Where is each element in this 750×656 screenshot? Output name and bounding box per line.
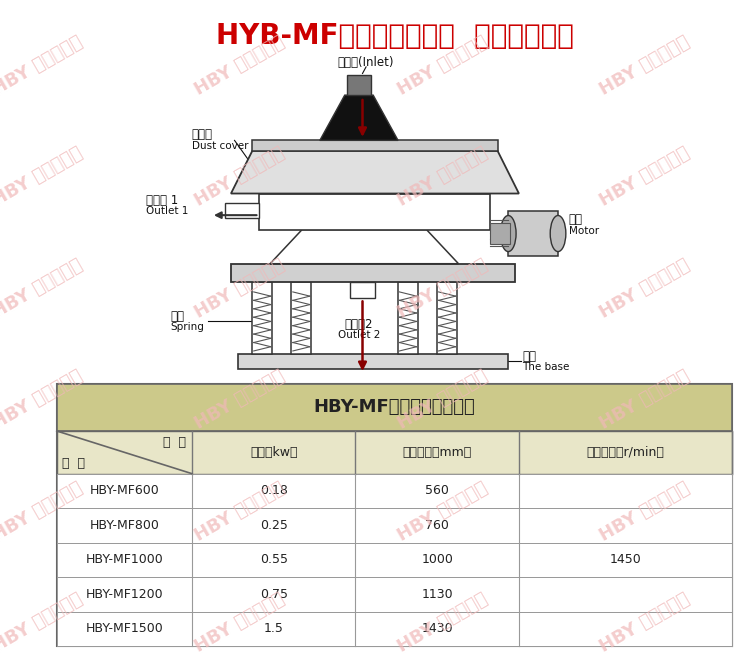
Text: 电机转速（r/min）: 电机转速（r/min） (586, 446, 664, 459)
Bar (57, 577, 732, 611)
Text: HBY 泓博缘机械: HBY 泓博缘机械 (0, 256, 86, 321)
Text: HBY-MF1200: HBY-MF1200 (86, 588, 164, 601)
Text: 出料口2: 出料口2 (345, 318, 374, 331)
Text: 械: 械 (16, 295, 23, 308)
Text: HBY 泓博缘机械: HBY 泓博缘机械 (394, 479, 490, 544)
Text: HBY-MF1500: HBY-MF1500 (86, 623, 164, 636)
Text: 1.5: 1.5 (264, 623, 284, 636)
Bar (57, 611, 732, 646)
Bar (225, 203, 260, 218)
Text: 1450: 1450 (610, 554, 641, 566)
Text: Dust cover: Dust cover (192, 140, 248, 151)
Text: 博: 博 (16, 167, 23, 180)
Text: 出料口 1: 出料口 1 (146, 194, 178, 207)
Text: 泓: 泓 (16, 125, 23, 138)
Text: HBY 泓博缘机械: HBY 泓博缘机械 (192, 144, 288, 210)
Polygon shape (320, 95, 398, 140)
Text: 560: 560 (425, 484, 449, 497)
Bar (350, 282, 375, 298)
Text: HBY 泓博缘机械: HBY 泓博缘机械 (597, 479, 693, 544)
Bar (57, 431, 732, 474)
Text: HBY 泓博缘机械: HBY 泓博缘机械 (597, 144, 693, 210)
Bar (57, 384, 732, 431)
Text: Motor: Motor (568, 226, 598, 236)
Text: HBY 泓博缘机械: HBY 泓博缘机械 (192, 590, 288, 656)
Text: HBY 泓博缘机械: HBY 泓博缘机械 (597, 33, 693, 98)
Text: 底座: 底座 (523, 350, 536, 363)
Text: 760: 760 (425, 519, 449, 532)
Text: HBY 泓博缘机械: HBY 泓博缘机械 (192, 33, 288, 98)
Bar (437, 282, 457, 354)
Text: 弹簧: 弹簧 (170, 310, 184, 323)
Text: 功率（kw）: 功率（kw） (250, 446, 298, 459)
Polygon shape (270, 230, 458, 264)
Text: 0.55: 0.55 (260, 554, 288, 566)
Bar (398, 282, 418, 354)
Text: HBY 泓博缘机械: HBY 泓博缘机械 (597, 367, 693, 433)
Ellipse shape (550, 215, 566, 252)
Text: HBY 泓博缘机械: HBY 泓博缘机械 (0, 144, 86, 210)
Bar (57, 474, 732, 508)
Text: 0.25: 0.25 (260, 519, 287, 532)
Text: Spring: Spring (170, 321, 205, 332)
Text: HBY 泓博缘机械: HBY 泓博缘机械 (597, 590, 693, 656)
Text: 0.18: 0.18 (260, 484, 287, 497)
Bar (292, 282, 311, 354)
Text: 型  号: 型 号 (62, 457, 86, 470)
Text: HYB-MF面粉专用直排筛  产品技术参数: HYB-MF面粉专用直排筛 产品技术参数 (215, 22, 574, 50)
Text: HBY-MF800: HBY-MF800 (89, 519, 159, 532)
Text: 0.75: 0.75 (260, 588, 288, 601)
Text: 电机: 电机 (568, 213, 583, 226)
Text: HBY 泓博缘机械: HBY 泓博缘机械 (394, 144, 490, 210)
Bar (57, 384, 732, 646)
Text: HBY 泓博缘机械: HBY 泓博缘机械 (0, 590, 86, 656)
Text: 1130: 1130 (422, 588, 453, 601)
Text: 防尘盖: 防尘盖 (192, 128, 213, 141)
Ellipse shape (500, 215, 516, 252)
Text: HBY 泓博缘机械: HBY 泓博缘机械 (0, 479, 86, 544)
Text: 机: 机 (16, 253, 23, 266)
Bar (252, 140, 497, 151)
Text: 项  目: 项 目 (164, 436, 186, 449)
Bar (57, 543, 732, 577)
Bar (260, 194, 490, 230)
Text: HBY 泓博缘机械: HBY 泓博缘机械 (0, 367, 86, 433)
Text: HBY 泓博缘机械: HBY 泓博缘机械 (192, 367, 288, 433)
Bar (490, 223, 511, 244)
Polygon shape (231, 151, 519, 194)
Text: 1000: 1000 (422, 554, 453, 566)
Bar (252, 282, 272, 354)
Text: HBY-MF1000: HBY-MF1000 (86, 554, 164, 566)
Text: 面粉专用直排筛机: 面粉专用直排筛机 (15, 359, 24, 402)
Bar (57, 508, 732, 543)
Text: Outlet 1: Outlet 1 (146, 206, 188, 216)
Text: 缘: 缘 (16, 210, 23, 223)
Text: HBY-MF600: HBY-MF600 (89, 484, 159, 497)
Text: HBY: HBY (4, 79, 35, 92)
Bar (231, 264, 515, 282)
Text: HBY 泓博缘机械: HBY 泓博缘机械 (192, 256, 288, 321)
Text: HBY 泓博缘机械: HBY 泓博缘机械 (597, 256, 693, 321)
Text: Outlet 2: Outlet 2 (338, 329, 380, 340)
Bar (238, 354, 509, 369)
Text: 1430: 1430 (422, 623, 453, 636)
Text: HBY 泓博缘机械: HBY 泓博缘机械 (394, 33, 490, 98)
Text: HBY 泓博缘机械: HBY 泓博缘机械 (0, 33, 86, 98)
Text: 进料口(Inlet): 进料口(Inlet) (338, 56, 394, 69)
Bar (509, 211, 558, 256)
Text: HBY 泓博缘机械: HBY 泓博缘机械 (394, 367, 490, 433)
Text: HBY 泓博缘机械: HBY 泓博缘机械 (192, 479, 288, 544)
Bar (346, 75, 371, 95)
Text: HBY 泓博缘机械: HBY 泓博缘机械 (394, 590, 490, 656)
Text: HBY 泓博缘机械: HBY 泓博缘机械 (394, 256, 490, 321)
Text: HBY-MF系列产品技术参数: HBY-MF系列产品技术参数 (314, 398, 476, 417)
Text: The base: The base (523, 362, 570, 373)
Text: 泓博缘机械厂家直销: 泓博缘机械厂家直销 (15, 520, 24, 569)
Text: 筛网直径（mm）: 筛网直径（mm） (403, 446, 472, 459)
